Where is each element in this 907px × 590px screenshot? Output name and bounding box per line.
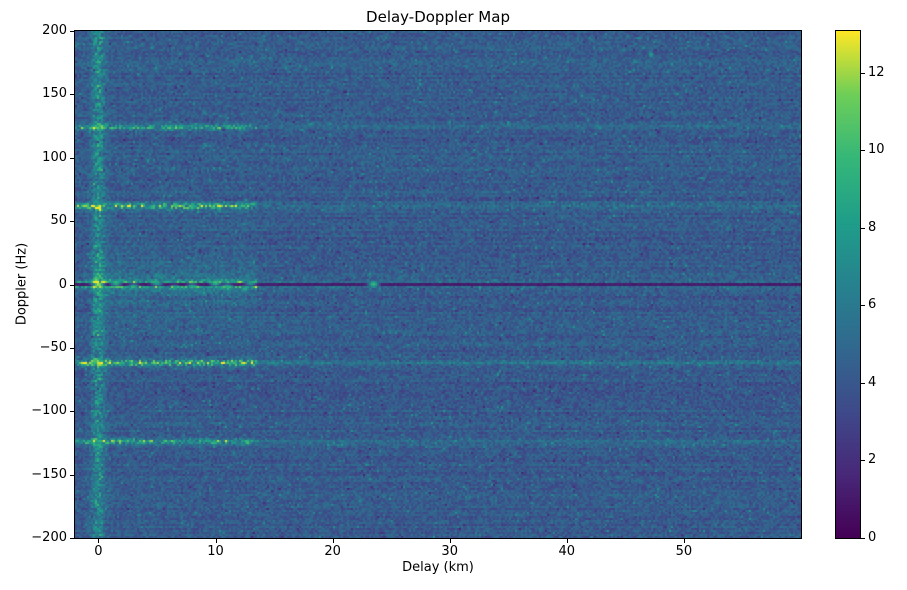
colorbar-tick-label: 12	[868, 64, 885, 80]
colorbar-tick-mark	[861, 538, 865, 539]
y-tick-label: 200	[42, 23, 67, 38]
x-tick-mark	[449, 539, 451, 543]
y-tick-label: 0	[58, 276, 67, 292]
y-tick-label: −200	[31, 530, 67, 545]
x-tick-label: 40	[558, 544, 576, 559]
y-tick-mark	[70, 94, 74, 96]
y-tick-mark	[70, 347, 74, 349]
colorbar	[835, 30, 861, 539]
x-tick-label: 30	[441, 544, 458, 559]
colorbar-tick-label: 0	[868, 530, 877, 545]
x-tick-mark	[683, 539, 685, 543]
colorbar-tick-mark	[861, 305, 865, 307]
y-tick-mark	[70, 221, 74, 223]
y-tick-mark	[70, 538, 74, 539]
colorbar-tick-label: 4	[868, 374, 877, 390]
x-tick-mark	[332, 539, 334, 543]
y-tick-label: −100	[31, 403, 67, 419]
y-tick-label: 100	[42, 149, 67, 165]
colorbar-tick-mark	[861, 150, 865, 152]
colorbar-tick-label: 6	[868, 297, 877, 313]
heatmap-canvas	[75, 31, 801, 538]
x-tick-label: 50	[675, 544, 693, 559]
x-tick-label: 0	[94, 544, 103, 559]
colorbar-tick-label: 2	[868, 452, 877, 468]
y-tick-mark	[70, 411, 74, 413]
y-tick-mark	[70, 157, 74, 159]
y-tick-mark	[70, 284, 74, 286]
y-tick-label: −150	[31, 466, 67, 482]
x-tick-mark	[98, 539, 100, 543]
y-tick-label: 50	[50, 213, 67, 229]
y-tick-mark	[70, 31, 74, 32]
plot-area	[74, 30, 802, 539]
x-tick-label: 10	[207, 544, 224, 559]
colorbar-tick-label: 10	[868, 142, 885, 158]
colorbar-tick-mark	[861, 460, 865, 462]
chart-title: Delay-Doppler Map	[366, 8, 510, 26]
x-tick-mark	[566, 539, 568, 543]
y-tick-mark	[70, 474, 74, 476]
colorbar-tick-mark	[861, 227, 865, 229]
colorbar-tick-mark	[861, 382, 865, 384]
colorbar-tick-label: 8	[868, 219, 877, 235]
x-axis-label: Delay (km)	[402, 560, 474, 575]
y-tick-label: 150	[42, 86, 67, 102]
y-tick-label: −50	[39, 339, 67, 355]
colorbar-canvas	[836, 31, 860, 538]
x-tick-mark	[215, 539, 217, 543]
x-tick-label: 20	[324, 544, 341, 559]
colorbar-tick-mark	[861, 72, 865, 74]
